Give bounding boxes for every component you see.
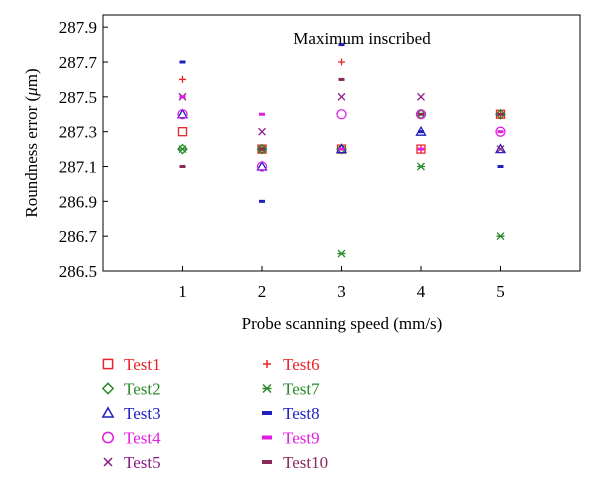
- y-tick-label: 286.9: [59, 192, 97, 211]
- data-point: [178, 145, 187, 154]
- plot-area: [102, 14, 581, 272]
- legend-marker: [262, 411, 272, 415]
- legend: Test1 Test2 Test3 Test4 Test5 Test6 Test7 Test8…: [101, 355, 328, 472]
- legend-marker: [262, 383, 272, 394]
- data-point: [179, 60, 186, 64]
- x-tick-label: 2: [258, 282, 267, 301]
- data-point: [337, 249, 346, 258]
- data-point: [177, 109, 188, 120]
- data-point: [418, 147, 424, 151]
- legend-item: Test4: [102, 429, 161, 448]
- legend-marker: [101, 406, 115, 418]
- y-tick-label: 287.3: [59, 123, 97, 142]
- data-point: [176, 108, 189, 119]
- y-axis-label-prefix: Roundness error (: [22, 95, 41, 217]
- y-tick-label: 287.5: [59, 88, 97, 107]
- data-point: [494, 143, 507, 154]
- data-point: [259, 112, 265, 116]
- y-tick-label: 287.9: [59, 18, 97, 37]
- data-point: [338, 147, 345, 151]
- x-tick-label: 3: [337, 282, 346, 301]
- data-point: [496, 145, 505, 154]
- y-tick-label: 287.7: [59, 53, 98, 72]
- legend-label: Test8: [283, 404, 320, 423]
- legend-label: Test9: [283, 429, 320, 448]
- data-point: [179, 95, 186, 99]
- y-tick-label: 286.5: [59, 262, 97, 281]
- legend-marker: [262, 460, 272, 464]
- legend-label: Test1: [124, 355, 161, 374]
- y-axis-label-suffix: m): [22, 68, 41, 87]
- data-point: [177, 143, 188, 155]
- legend-label: Test6: [283, 355, 320, 374]
- data-point: [418, 112, 424, 116]
- data-point: [415, 109, 427, 120]
- legend-label: Test7: [283, 380, 320, 399]
- data-point: [338, 77, 345, 81]
- data-point: [418, 130, 424, 134]
- data-point: [179, 75, 186, 83]
- legend-marker: [101, 382, 115, 395]
- legend-item: Test9: [262, 429, 320, 448]
- data-point: [259, 199, 265, 203]
- legend-label: Test2: [124, 380, 161, 399]
- y-tick-label: 286.7: [59, 227, 98, 246]
- y-axis-label: Roundness error (μm): [22, 68, 41, 217]
- legend-item: Test2: [101, 380, 161, 399]
- legend-label: Test3: [124, 404, 161, 423]
- data-point: [337, 92, 346, 101]
- y-tick-label: 287.1: [59, 158, 97, 177]
- legend-item: Test3: [101, 404, 161, 423]
- data-point: [338, 43, 345, 47]
- legend-item: Test1: [102, 355, 161, 374]
- data-point: [256, 160, 268, 171]
- data-point: [497, 130, 504, 134]
- data-point: [496, 232, 505, 241]
- legend-item: Test8: [262, 404, 320, 423]
- data-point: [259, 147, 265, 151]
- x-tick-label: 5: [496, 282, 505, 301]
- data-point: [336, 109, 347, 120]
- x-axis-label: Probe scanning speed (mm/s): [242, 314, 443, 333]
- x-tick-label: 1: [178, 282, 187, 301]
- x-axis: 1 2 3 4 5: [178, 266, 505, 301]
- legend-item: Test6: [262, 355, 320, 374]
- data-point: [497, 165, 504, 169]
- legend-label: Test4: [124, 429, 161, 448]
- data-point: [495, 126, 506, 137]
- legend-marker: [262, 359, 272, 369]
- legend-item: Test10: [262, 453, 328, 472]
- data-point: [179, 165, 186, 169]
- data-point: [177, 127, 188, 137]
- data-point: [417, 92, 425, 101]
- y-axis-label-mu: μ: [22, 87, 41, 97]
- data-point: [338, 58, 345, 66]
- data-points: [176, 43, 507, 258]
- legend-marker: [262, 435, 272, 440]
- legend-label: Test10: [283, 453, 328, 472]
- data-point: [416, 144, 426, 154]
- chart-title: Maximum inscribed: [293, 29, 431, 48]
- data-point: [256, 161, 268, 172]
- legend-marker: [103, 457, 113, 467]
- legend-marker: [102, 431, 114, 444]
- data-point: [417, 162, 425, 171]
- data-point: [497, 112, 504, 116]
- y-axis: 286.5 286.7 286.9 287.1 287.3 287.5 287.7 287.9: [59, 18, 108, 281]
- legend-marker: [102, 358, 114, 370]
- legend-item: Test7: [262, 380, 320, 399]
- data-point: [258, 127, 266, 136]
- legend-item: Test5: [103, 453, 161, 472]
- legend-label: Test5: [124, 453, 161, 472]
- x-tick-label: 4: [417, 282, 426, 301]
